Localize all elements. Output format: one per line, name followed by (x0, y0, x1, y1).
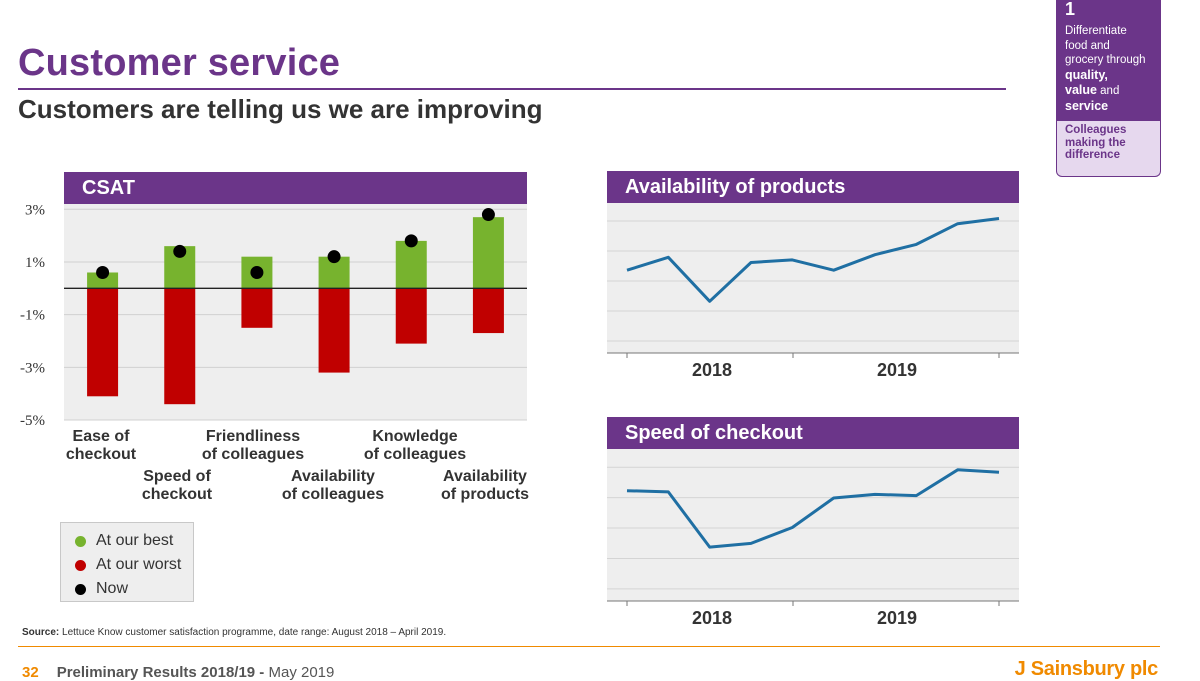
csat-bar-best (87, 272, 119, 289)
strategy-quality: quality, (1065, 67, 1108, 82)
csat-bar-worst (164, 288, 196, 405)
csat-now-point (404, 234, 418, 248)
csat-category-label: Availability (291, 468, 375, 485)
csat-bar-worst (472, 288, 504, 334)
sainsbury-logo: J Sainsbury plc (1014, 658, 1159, 680)
csat-chart-title: CSAT (64, 172, 527, 204)
checkout-x-label: 2019 (877, 608, 917, 628)
csat-category-label: Ease of (73, 428, 131, 445)
green-dot-icon (75, 535, 86, 547)
legend-worst-label: At our worst (96, 556, 182, 573)
footer-date: May 2019 (268, 664, 335, 681)
csat-category-label: Friendliness (206, 428, 300, 445)
strategy-bottom-line-2: making the (1065, 136, 1126, 149)
availability-x-label: 2018 (692, 360, 732, 380)
strategy-bottom-line-1: Colleagues (1065, 124, 1127, 136)
source-text: Lettuce Know customer satisfaction progr… (59, 627, 447, 638)
csat-legend: At our best At our worst Now (60, 522, 194, 602)
footer-title: Preliminary Results 2018/19 (56, 664, 256, 681)
csat-bar-worst (318, 288, 350, 373)
strategy-badge-bottom: Colleagues making the difference (1057, 121, 1160, 165)
black-dot-icon (75, 583, 86, 595)
strategy-line-1: Differentiate (1065, 25, 1127, 37)
source-label: Source: (22, 627, 60, 638)
csat-y-tick-label: -5% (20, 413, 45, 429)
strategy-bottom-line-3: difference (1065, 149, 1120, 161)
footer-divider (18, 646, 1160, 647)
csat-y-tick-label: -3% (20, 360, 45, 376)
csat-now-point (96, 265, 110, 279)
strategy-line-2: food and (1065, 39, 1110, 52)
legend-item-now: Now (75, 577, 193, 601)
checkout-x-label: 2018 (692, 608, 732, 628)
availability-x-label: 2019 (877, 360, 917, 380)
page-title: Customer service (18, 42, 341, 84)
csat-bar-best (395, 240, 427, 289)
csat-bar-best (472, 217, 504, 289)
red-dot-icon (75, 559, 86, 571)
csat-now-point (481, 208, 495, 222)
csat-now-point (250, 265, 264, 279)
strategy-badge: 1 Differentiate food and grocery through… (1056, 0, 1161, 177)
csat-category-label: Speed of (143, 468, 211, 485)
csat-bar-worst (395, 288, 427, 344)
availability-series-line (626, 217, 1000, 303)
availability-chart-title: Availability of products (607, 171, 1019, 203)
page-subtitle: Customers are telling us we are improvin… (18, 94, 543, 124)
strategy-and: and (1096, 85, 1120, 97)
strategy-line-3: grocery through (1065, 54, 1146, 66)
checkout-chart-title: Speed of checkout (607, 417, 1019, 449)
strategy-number: 1 (1065, 0, 1076, 19)
csat-y-tick-label: -1% (20, 308, 45, 324)
csat-now-point (327, 250, 341, 264)
csat-category-label: of products (441, 486, 529, 503)
legend-now-label: Now (96, 580, 129, 597)
checkout-series-line (626, 468, 1000, 549)
csat-category-label: checkout (142, 486, 213, 503)
csat-category-label: checkout (66, 446, 137, 463)
csat-category-label: of colleagues (364, 446, 466, 463)
csat-plot-area (64, 204, 527, 420)
strategy-badge-top: 1 Differentiate food and grocery through… (1057, 0, 1160, 121)
legend-best-label: At our best (96, 532, 174, 549)
csat-category-label: of colleagues (282, 486, 384, 503)
source-note: Source: Lettuce Know customer satisfacti… (22, 627, 446, 638)
csat-now-point (173, 244, 187, 258)
csat-bar-worst (87, 288, 119, 397)
strategy-value: value (1065, 83, 1097, 97)
csat-y-tick-label: 1% (25, 255, 45, 271)
csat-bar-worst (241, 288, 273, 328)
page-number: 32 (22, 664, 39, 681)
csat-category-label: Knowledge (372, 428, 457, 445)
title-divider (18, 88, 1006, 90)
footer-separator: - (255, 664, 269, 681)
strategy-text: Differentiate food and grocery through q… (1065, 24, 1152, 114)
strategy-service: service (1065, 98, 1109, 113)
csat-y-tick-label: 3% (25, 202, 45, 218)
csat-category-label: Availability (443, 468, 527, 485)
csat-category-label: of colleagues (202, 446, 304, 463)
legend-item-worst: At our worst (75, 553, 193, 577)
legend-item-best: At our best (75, 529, 193, 553)
footer: 32 Preliminary Results 2018/19 - May 2019 (22, 664, 334, 681)
